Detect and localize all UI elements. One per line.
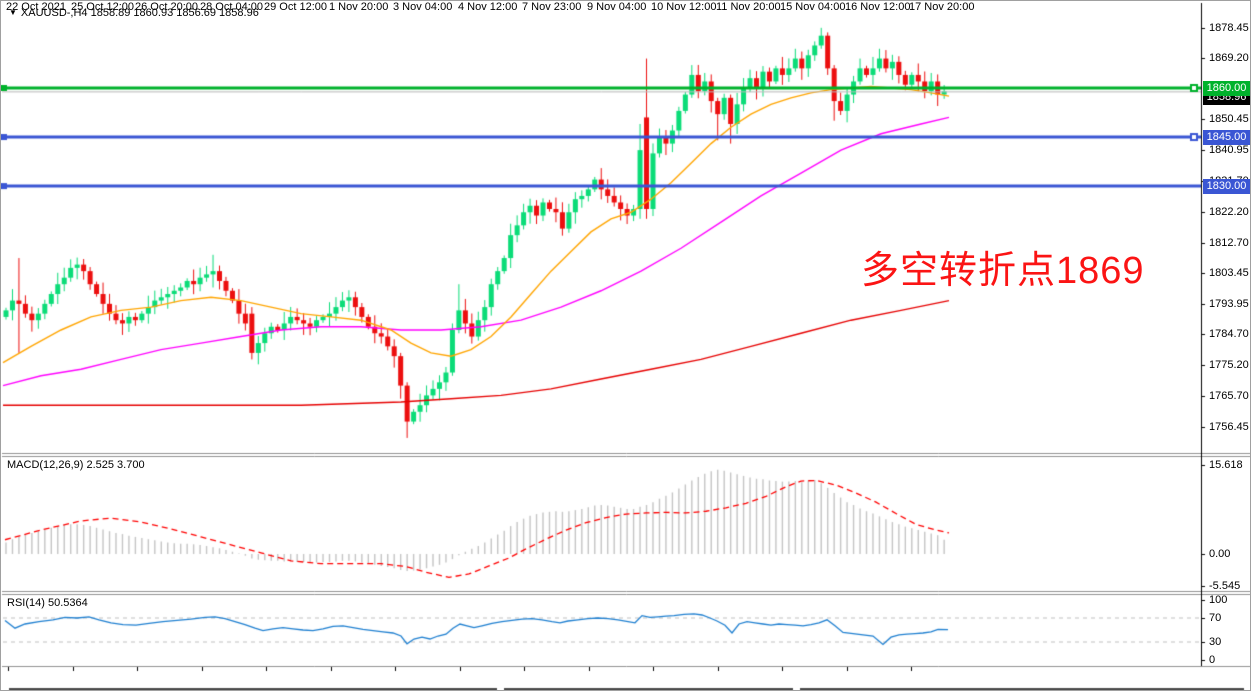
price-axis-label: 1869.20 (1209, 51, 1249, 64)
price-axis-label: 1878.45 (1209, 21, 1249, 34)
time-axis-label: 9 Nov 04:00 (587, 1, 647, 13)
time-axis-label: 16 Nov 12:00 (845, 1, 911, 13)
macd-axis-label: -5.545 (1209, 579, 1241, 592)
price-axis-label: 1840.95 (1209, 144, 1249, 157)
symbol-dropdown-icon[interactable]: ▼ (9, 8, 17, 17)
rsi-axis-label: 70 (1209, 612, 1222, 624)
price-axis-label: 1775.20 (1209, 359, 1249, 372)
rsi-axis-label: 0 (1209, 654, 1216, 666)
rsi-indicator-label: RSI(14) 50.5364 (7, 597, 88, 609)
macd-axis-label: 15.618 (1209, 458, 1243, 471)
price-axis-label: 1812.70 (1209, 236, 1249, 249)
time-axis-label: 22 Oct 2021 (6, 1, 66, 13)
time-axis-label: 1 Nov 20:00 (329, 1, 389, 13)
time-axis-label: 10 Nov 12:00 (651, 1, 717, 13)
price-axis-label: 1850.45 (1209, 113, 1249, 126)
price-axis-label: 1822.20 (1209, 205, 1249, 218)
hline-1830-tag[interactable]: 1830.00 (1203, 178, 1250, 194)
time-axis-label: 11 Nov 20:00 (716, 1, 781, 13)
macd-axis-label: 0.00 (1209, 548, 1231, 560)
price-axis-label: 1784.70 (1209, 328, 1249, 341)
price-axis-label: 1793.95 (1209, 298, 1249, 310)
hline-1845-tag[interactable]: 1845.00 (1203, 129, 1250, 145)
time-axis-label: 15 Nov 04:00 (780, 1, 846, 13)
time-axis-label: 3 Nov 04:00 (393, 1, 453, 13)
time-axis-label: 7 Nov 23:00 (522, 1, 582, 13)
time-axis-label: 28 Oct 04:00 (200, 1, 263, 13)
time-axis-label: 4 Nov 12:00 (458, 1, 518, 13)
price-axis-label: 1756.45 (1209, 420, 1249, 433)
chart-title: ▼ XAUUSD-,H4 1858.89 1860.93 1856.69 1858… (9, 7, 259, 19)
time-axis-label: 25 Oct 12:00 (71, 1, 134, 13)
rsi-axis-label: 100 (1209, 594, 1228, 606)
text-annotation[interactable]: 多空转折点1869 (861, 250, 1145, 292)
macd-indicator-label: MACD(12,26,9) 2.525 3.700 (7, 459, 145, 471)
price-axis-label: 1803.45 (1209, 266, 1249, 279)
time-axis-label: 26 Oct 20:00 (135, 1, 198, 13)
time-axis-label: 29 Oct 12:00 (264, 1, 327, 13)
chart-title-text: XAUUSD-,H4 1858.89 1860.93 1856.69 1858.… (20, 7, 259, 19)
price-axis-label: 1765.70 (1209, 390, 1249, 403)
time-axis-label: 17 Nov 20:00 (909, 1, 975, 13)
hline-1860-tag[interactable]: 1860.00 (1203, 80, 1250, 96)
rsi-axis-label: 30 (1209, 636, 1222, 648)
